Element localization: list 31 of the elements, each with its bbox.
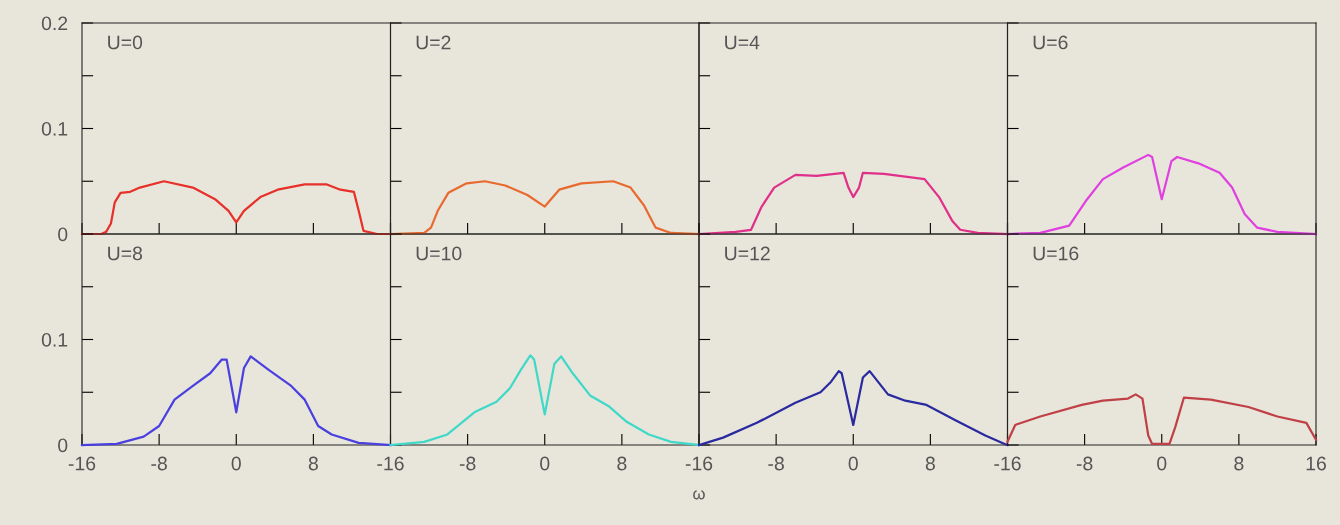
x-tick-label: -16 <box>685 456 713 471</box>
y-tick-label: 0.1 <box>41 121 68 136</box>
y-tick-label: 0 <box>58 438 68 453</box>
x-tick-label: 8 <box>925 456 935 471</box>
annotation: U=16 <box>1033 246 1079 261</box>
x-tick-label: 0 <box>1157 456 1167 471</box>
x-tick-label: 0 <box>848 456 858 471</box>
x-tick-label: -8 <box>768 456 784 471</box>
x-axis-title: ω <box>693 490 705 500</box>
y-tick-label: 0.2 <box>41 16 68 31</box>
annotation: U=8 <box>108 246 143 261</box>
y-tick-label: 0 <box>58 227 68 242</box>
x-tick-label: 0 <box>540 456 550 471</box>
annotation: U=0 <box>108 35 143 50</box>
x-tick-label: 16 <box>1306 456 1326 471</box>
annotation: U=10 <box>416 246 462 261</box>
x-tick-label: 0 <box>231 456 241 471</box>
x-tick-label: -8 <box>151 456 167 471</box>
annotation: U=6 <box>1033 35 1068 50</box>
x-tick-label: -16 <box>68 456 96 471</box>
x-tick-label: -16 <box>377 456 404 471</box>
annotation: U=2 <box>416 35 451 50</box>
annotation: U=4 <box>725 35 760 50</box>
x-tick-label: 8 <box>1234 456 1244 471</box>
x-tick-label: -8 <box>459 456 476 471</box>
y-tick-label: 0.1 <box>41 332 68 347</box>
annotation: U=12 <box>725 246 770 261</box>
x-tick-label: -16 <box>994 456 1021 471</box>
x-tick-label: 8 <box>308 456 318 471</box>
x-tick-label: 8 <box>617 456 627 471</box>
x-tick-label: -8 <box>1076 456 1093 471</box>
